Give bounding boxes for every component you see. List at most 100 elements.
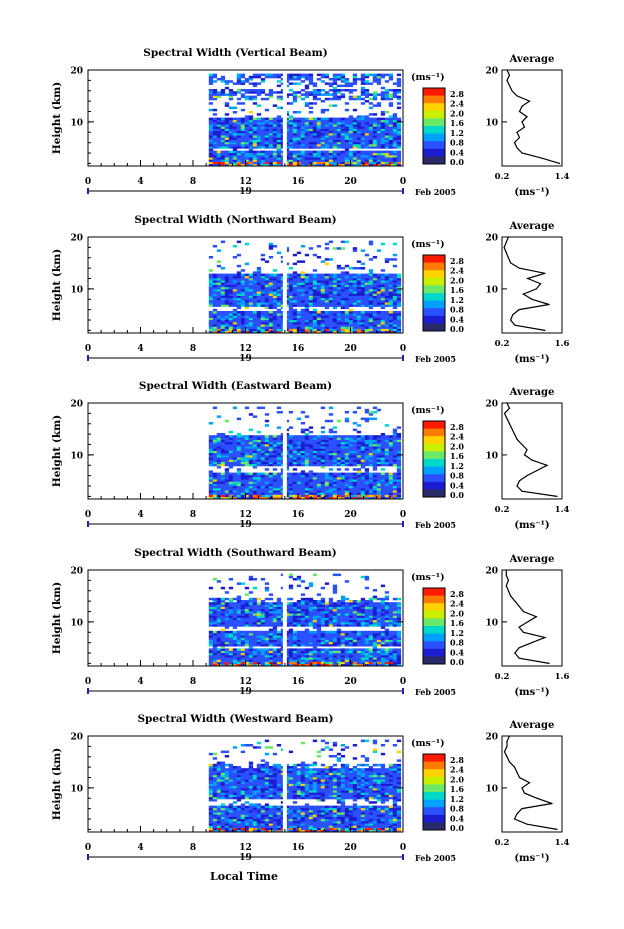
heatmap-cell — [356, 152, 362, 156]
heatmap-cell — [364, 459, 370, 462]
heatmap-cell — [268, 492, 274, 495]
heatmap-cell — [368, 126, 374, 129]
heatmap-cell — [220, 619, 226, 623]
heatmap-cell — [384, 91, 390, 94]
heatmap-cell — [236, 146, 242, 149]
heatmap-cell — [340, 247, 346, 250]
heatmap-cell — [380, 91, 386, 94]
heatmap-cell — [312, 119, 318, 123]
heatmap-cell — [216, 293, 222, 296]
heatmap-cell — [388, 457, 394, 460]
heatmap-cell — [216, 295, 222, 299]
heatmap-cell — [268, 606, 274, 610]
heatmap-cell — [236, 130, 242, 134]
heatmap-cell — [380, 86, 386, 90]
heatmap-cell — [396, 472, 402, 476]
heatmap-cell — [296, 326, 302, 329]
heatmap-cell — [272, 73, 278, 77]
heatmap-cell — [276, 637, 282, 640]
heatmap-cell — [344, 264, 350, 268]
heatmap-cell — [276, 457, 282, 460]
heatmap-cell — [232, 273, 238, 277]
heatmap-cell — [300, 479, 306, 482]
heatmap-cell — [392, 490, 398, 493]
heatmap-cell — [264, 146, 270, 149]
heatmap-cell — [304, 457, 310, 460]
heatmap-cell — [220, 304, 226, 307]
heatmap-cell — [208, 494, 214, 498]
heatmap-cell — [256, 130, 262, 134]
heatmap-cell — [296, 448, 302, 451]
heatmap-cell — [264, 97, 270, 101]
heatmap-cell — [284, 304, 290, 307]
heatmap-cell — [360, 133, 366, 136]
heatmap-cell — [240, 608, 246, 612]
heatmap-cell — [304, 284, 310, 288]
heatmap-cell — [380, 459, 386, 462]
heatmap-cell — [396, 311, 402, 314]
heatmap-cell — [328, 413, 334, 416]
heatmap-cell — [360, 466, 366, 469]
heatmap-cell — [232, 119, 238, 123]
heatmap-cell — [360, 284, 366, 288]
heatmap-cell — [332, 124, 338, 127]
heatmap-cell — [272, 461, 278, 465]
heatmap-cell — [328, 444, 334, 447]
x-tick-label: 0 — [400, 177, 406, 187]
heatmap-cell — [264, 650, 270, 654]
heatmap-cell — [312, 89, 318, 92]
heatmap-cell — [264, 319, 270, 323]
heatmap-cell — [244, 459, 250, 462]
heatmap-cell — [348, 273, 354, 277]
heatmap-cell — [336, 150, 342, 154]
heatmap-cell — [300, 139, 306, 143]
heatmap-cell — [384, 313, 390, 316]
heatmap-cell — [316, 317, 322, 321]
heatmap-cell — [288, 295, 294, 299]
heatmap-cell — [248, 297, 254, 301]
heatmap-cell — [348, 483, 354, 487]
heatmap-cell — [308, 474, 314, 478]
heatmap-cell — [268, 324, 274, 327]
heatmap-cell — [304, 479, 310, 482]
heatmap-cell — [240, 159, 246, 162]
heatmap-cell — [212, 278, 218, 281]
heatmap-cell — [272, 326, 278, 329]
heatmap-cell — [372, 157, 378, 160]
heatmap-cell — [352, 128, 358, 132]
heatmap-cell — [208, 141, 214, 145]
heatmap-cell — [356, 146, 362, 149]
heatmap-cell — [304, 161, 310, 165]
heatmap-cell — [212, 291, 218, 294]
heatmap-cell — [372, 91, 378, 94]
heatmap-cell — [232, 146, 238, 149]
heatmap-cell — [288, 463, 294, 467]
heatmap-cell — [208, 291, 214, 294]
heatmap-cell — [212, 661, 218, 665]
heatmap-cell — [336, 264, 342, 268]
heatmap-cell — [340, 302, 346, 305]
heatmap-cell — [364, 477, 370, 480]
heatmap-cell — [208, 289, 214, 292]
heatmap-cell — [348, 446, 354, 449]
heatmap-cell — [352, 155, 358, 158]
heatmap-cell — [352, 163, 358, 167]
heatmap-cell — [312, 324, 318, 327]
heatmap-cell — [288, 457, 294, 460]
heatmap-cell — [320, 133, 326, 136]
heatmap-cell — [228, 641, 234, 645]
heatmap-cell — [268, 146, 274, 149]
heatmap-cell — [396, 117, 402, 121]
heatmap-cell — [296, 481, 302, 484]
heatmap-cell — [232, 308, 238, 312]
heatmap-cell — [232, 477, 238, 480]
heatmap-cell — [244, 444, 250, 447]
heatmap-cell — [384, 444, 390, 447]
heatmap-cell — [312, 481, 318, 484]
heatmap-cell — [288, 485, 294, 489]
heatmap-cell — [276, 313, 282, 316]
heatmap-cell — [284, 128, 290, 132]
heatmap-cell — [236, 630, 242, 634]
heatmap-cell — [248, 457, 254, 460]
heatmap-cell — [276, 496, 282, 500]
